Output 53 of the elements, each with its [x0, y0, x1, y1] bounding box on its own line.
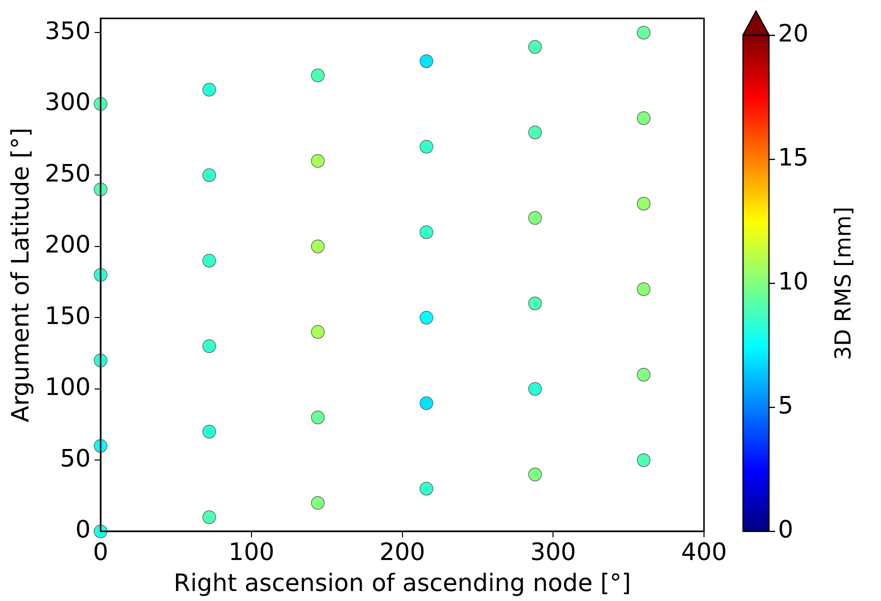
color-bar-label: 10 — [778, 268, 809, 296]
point — [420, 310, 434, 324]
point — [528, 211, 542, 225]
point — [94, 524, 108, 538]
point — [311, 496, 325, 510]
color-bar-label: 20 — [778, 20, 809, 48]
point — [94, 97, 108, 111]
point — [636, 453, 650, 467]
point — [311, 68, 325, 82]
point — [528, 126, 542, 140]
point — [636, 368, 650, 382]
y-axis-title: Argument of Latitude [°] — [6, 128, 35, 422]
x-axis-title: Right ascension of ascending node [°] — [174, 568, 631, 597]
x-tick-label: 200 — [379, 538, 426, 566]
point — [636, 111, 650, 125]
point — [420, 225, 434, 239]
point — [311, 325, 325, 339]
y-tick-label: 350 — [44, 16, 91, 45]
x-tick-label: 300 — [530, 538, 576, 566]
color-bar-title: 3D RMS [mm] — [832, 206, 857, 360]
point — [636, 26, 650, 40]
color-bar-label: 0 — [778, 516, 794, 544]
point — [636, 196, 650, 210]
x-tick-label: 0 — [92, 538, 108, 566]
point — [202, 339, 216, 353]
color-bar-label: 15 — [778, 144, 809, 172]
point — [202, 168, 216, 182]
y-tick-label: 200 — [44, 230, 91, 259]
point — [202, 82, 216, 96]
y-tick-label: 300 — [44, 88, 91, 116]
point — [420, 140, 434, 154]
color-bar-label: 5 — [778, 392, 794, 420]
x-tick-label: 100 — [228, 538, 274, 566]
point — [311, 240, 325, 254]
point — [636, 282, 650, 296]
point — [420, 396, 434, 410]
point — [528, 40, 542, 54]
y-tick-label: 100 — [44, 373, 91, 402]
y-tick-label: 150 — [44, 302, 91, 330]
point — [528, 296, 542, 310]
point — [202, 510, 216, 524]
point — [311, 154, 325, 168]
y-tick-label: 0 — [75, 516, 91, 544]
point — [420, 482, 434, 496]
point — [528, 382, 542, 396]
y-tick-label: 250 — [44, 159, 91, 188]
point — [528, 468, 542, 482]
point — [420, 54, 434, 68]
x-tick-label: 400 — [681, 538, 727, 566]
point — [202, 254, 216, 268]
point — [202, 424, 216, 438]
point — [311, 410, 325, 424]
y-tick-label: 50 — [60, 444, 91, 472]
